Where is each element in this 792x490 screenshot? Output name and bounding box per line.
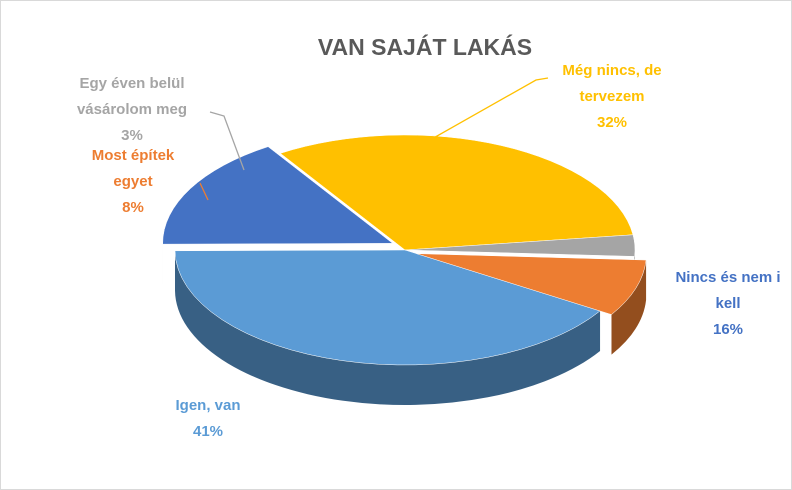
value-label: 3% [121,127,143,144]
value-label: 16% [713,321,743,338]
leader-line [209,111,245,171]
pie-slice [162,146,394,245]
pie-slice [416,253,647,315]
pie-side [611,260,647,355]
pie-slice [404,234,636,257]
pie-side [175,250,601,405]
category-label: Nincs és nem i kell [675,269,780,312]
pie-slice [279,134,634,251]
pie-slice [174,249,601,366]
value-label: 8% [122,199,144,216]
category-label: Igen, van [175,397,240,414]
leader-line [199,182,209,201]
labels: Igen, van 41% Nincs és nem i kell 16% Még nin… [77,62,781,440]
chart-title: VAN SAJÁT LAKÁS [318,33,532,60]
leader-line [429,77,549,141]
category-label: Egy éven belül vásárolom meg [77,75,187,118]
category-label: Még nincs, de tervezem [562,62,661,105]
value-label: 41% [193,423,223,440]
pie [162,134,647,405]
category-label: Most építek egyet [92,147,175,190]
value-label: 32% [597,114,627,131]
